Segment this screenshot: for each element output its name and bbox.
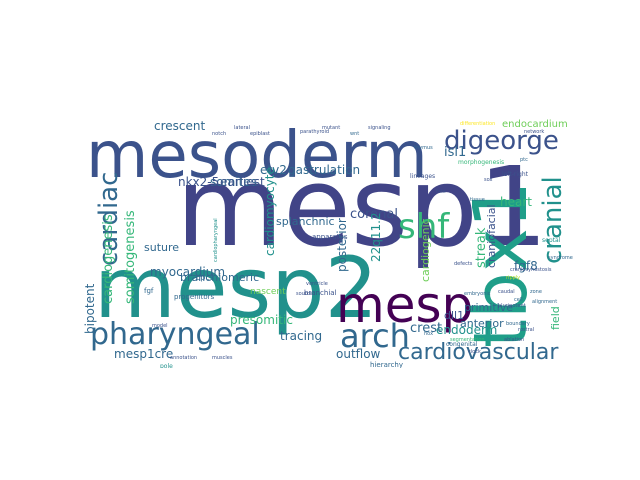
- word-segmentation: segmentation: [450, 337, 485, 343]
- word-gastrulation: gastrulation: [288, 163, 361, 177]
- word-lateral: lateral: [234, 125, 250, 131]
- word-ripply: ripply: [506, 275, 521, 281]
- word-signaling: signaling: [368, 125, 391, 131]
- word-crest: crest: [410, 321, 443, 336]
- word-fgf: fgf: [144, 287, 154, 295]
- word-coronal: coronal: [350, 207, 398, 222]
- word-tracing: tracing: [280, 329, 323, 343]
- word-cardiogenesis: cardiogenesis: [101, 214, 116, 304]
- word-isl1: isl1: [444, 145, 467, 160]
- word-endocardium: endocardium: [502, 119, 568, 130]
- word-cloud: mesp1 mesoderm mesp2 tbx1 mesp arch phar…: [80, 116, 578, 368]
- word-arch: arch: [340, 317, 410, 355]
- word-etv2: etv2: [260, 163, 287, 177]
- word-congenital: congenital: [446, 341, 478, 348]
- word-branchiomeric: branchiomeric: [180, 271, 260, 284]
- word-ptc: ptc: [520, 157, 528, 163]
- word-ventricle: ventricle: [306, 281, 328, 287]
- word-progenitors: progenitors: [174, 293, 215, 301]
- word-branchial: branchial: [304, 289, 337, 297]
- word-septal: septal: [542, 237, 561, 244]
- word-dll1: dll1: [444, 309, 465, 322]
- word-outflow: outflow: [336, 347, 381, 361]
- word-posterior: posterior: [335, 218, 349, 272]
- word-splanchnic: splanchnic: [276, 215, 335, 228]
- word-cardiomyocyte: cardiomyocyte: [263, 167, 277, 256]
- word-somitogenesis: somitogenesis: [123, 210, 138, 304]
- word-digeorge: digeorge: [444, 126, 559, 156]
- word-cardiopharyngeal: cardiopharyngeal: [213, 218, 219, 262]
- word-boundary: boundary: [506, 321, 530, 327]
- word-craniofacial: craniofacial: [485, 204, 498, 268]
- word-rostral: rostral: [518, 327, 535, 333]
- word-mutant: mutant: [322, 125, 341, 131]
- word-hox: hox: [424, 331, 434, 337]
- word-alignment: alignment: [532, 299, 558, 305]
- word-somites: somites: [210, 175, 257, 189]
- word-nascent: nascent: [250, 287, 286, 297]
- word-mesp: mesp: [336, 276, 474, 334]
- word-mesp2: mesp2: [94, 239, 379, 337]
- word-presomitic: presomitic: [230, 313, 293, 327]
- word-primitive: primitive: [464, 301, 513, 314]
- word-suture: suture: [144, 241, 180, 254]
- word-mesp1: mesp1: [176, 143, 548, 271]
- word-lineages: lineages: [410, 173, 436, 180]
- word-pole: pole: [160, 363, 173, 369]
- word-craniosynostosis: craniosynostosis: [510, 267, 552, 273]
- word-epiblast: epiblast: [250, 131, 270, 137]
- word-bipotent: bipotent: [83, 283, 97, 334]
- word-network: network: [524, 129, 545, 135]
- word-apparatus: apparatus: [312, 233, 348, 241]
- word-mesp1cre: mesp1cre: [114, 347, 174, 361]
- word-earliest: earliest: [220, 175, 265, 189]
- word-fate: fate: [436, 189, 446, 195]
- word-cell: cell: [514, 297, 523, 303]
- word-model: model: [152, 323, 168, 329]
- word-annotation: annotation: [170, 355, 198, 361]
- word-cardiovascular: cardiovascular: [398, 340, 559, 365]
- word-crescent: crescent: [154, 119, 206, 133]
- word-cranial: cranial: [538, 176, 568, 264]
- word-anterior: anterior: [460, 317, 504, 330]
- word-notch: notch: [212, 131, 227, 137]
- word-fgf8: fgf8: [514, 259, 538, 273]
- word-syndrome: syndrome: [548, 255, 573, 261]
- word-defects: defects: [454, 261, 473, 267]
- word-morphogenesis: morphogenesis: [458, 159, 505, 166]
- word-ablation: ablation: [504, 337, 525, 343]
- word-hierarchy: hierarchy: [370, 361, 404, 369]
- word-leftright: left-right: [502, 171, 528, 178]
- word-muscles: muscles: [212, 355, 233, 361]
- word-differentiation: differentiation: [460, 121, 496, 127]
- word-pluripotent: pluripotent: [498, 303, 526, 309]
- word-mesoderm: mesoderm: [86, 119, 428, 193]
- word-wnt: wnt: [350, 131, 360, 137]
- word-field: field: [549, 306, 562, 330]
- word-pharyngeal: pharyngeal: [90, 317, 260, 352]
- word-source: source: [296, 291, 313, 297]
- word-myocardium: myocardium: [150, 265, 226, 279]
- word-parathyroid: parathyroid: [300, 129, 330, 135]
- word-embryonic: embryonic: [464, 291, 491, 297]
- word-22q: 22q11.2: [369, 212, 383, 262]
- word-sox: sox: [484, 177, 493, 183]
- word-heart: heart: [500, 195, 532, 209]
- word-endoderm: endoderm: [436, 323, 498, 337]
- word-caudal: caudal: [498, 289, 515, 295]
- word-clock: clock: [468, 349, 481, 355]
- word-shf: shf: [398, 207, 450, 247]
- word-tissue: tissue: [470, 197, 485, 203]
- word-thymus: thymus: [414, 145, 433, 151]
- word-cardiogenic: cardiogenic: [419, 218, 432, 282]
- word-zone: zone: [530, 289, 542, 295]
- word-cpcs: cpcs: [196, 273, 215, 282]
- word-nkx25: nkx2-5: [178, 175, 220, 189]
